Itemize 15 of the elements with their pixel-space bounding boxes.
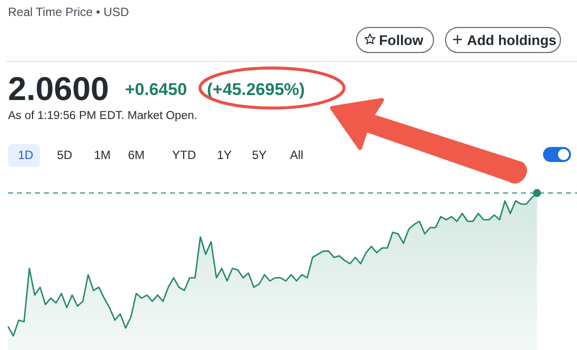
text: +0.6450 (125, 80, 187, 100)
text: 6M (128, 148, 145, 162)
text: YTD (172, 148, 196, 162)
text: 5Y (252, 148, 267, 162)
text: (+45.2695%) (207, 80, 305, 100)
text: 1M (94, 148, 111, 162)
text: 2.0600 (8, 70, 109, 108)
text: 1Y (217, 148, 232, 162)
text: 1D (18, 148, 34, 162)
text: As of 1:19:56 PM EDT. Market Open. (8, 110, 198, 122)
text: Add holdings (467, 32, 556, 48)
text: All (290, 148, 304, 162)
text: 5D (57, 148, 72, 162)
text: Real Time Price • USD (8, 5, 129, 19)
text: Follow (379, 32, 424, 48)
